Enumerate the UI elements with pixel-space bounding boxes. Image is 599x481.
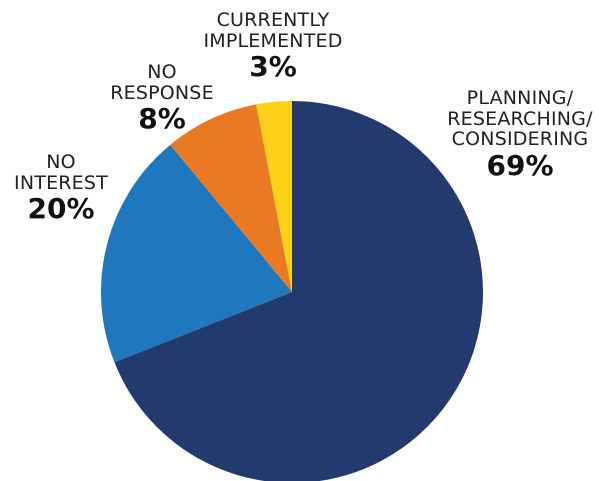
slice-label-line: IMPLEMENTED (203, 29, 343, 52)
slice-label-line: NO (46, 151, 76, 173)
slice-label-line: NO (147, 61, 177, 83)
slice-percentage: 3% (249, 50, 297, 84)
slice-no-interest (100, 144, 292, 363)
slice-percentage: 20% (27, 192, 95, 226)
slice-percentage: 8% (138, 102, 186, 136)
slice-label-line: INTEREST (14, 171, 108, 194)
slice-label-planning: PLANNING/ RESEARCHING/ CONSIDERING 69% (440, 88, 599, 181)
slice-label-line: RESEARCHING/ (447, 107, 593, 130)
slice-label-line: CONSIDERING (451, 128, 589, 151)
slice-label-line: CURRENTLY (216, 9, 330, 31)
slice-percentage: 69% (486, 148, 554, 182)
slice-label-line: RESPONSE (110, 81, 214, 104)
slice-currently-implemented (256, 101, 292, 292)
slice-label-currently-implemented: CURRENTLY IMPLEMENTED 3% (188, 10, 358, 82)
slice-label-no-response: NO RESPONSE 8% (82, 62, 242, 134)
slice-no-response (170, 104, 292, 292)
slice-planning (114, 101, 483, 481)
slice-label-no-interest: NO INTEREST 20% (0, 152, 122, 224)
slice-label-line: PLANNING/ (466, 87, 574, 109)
